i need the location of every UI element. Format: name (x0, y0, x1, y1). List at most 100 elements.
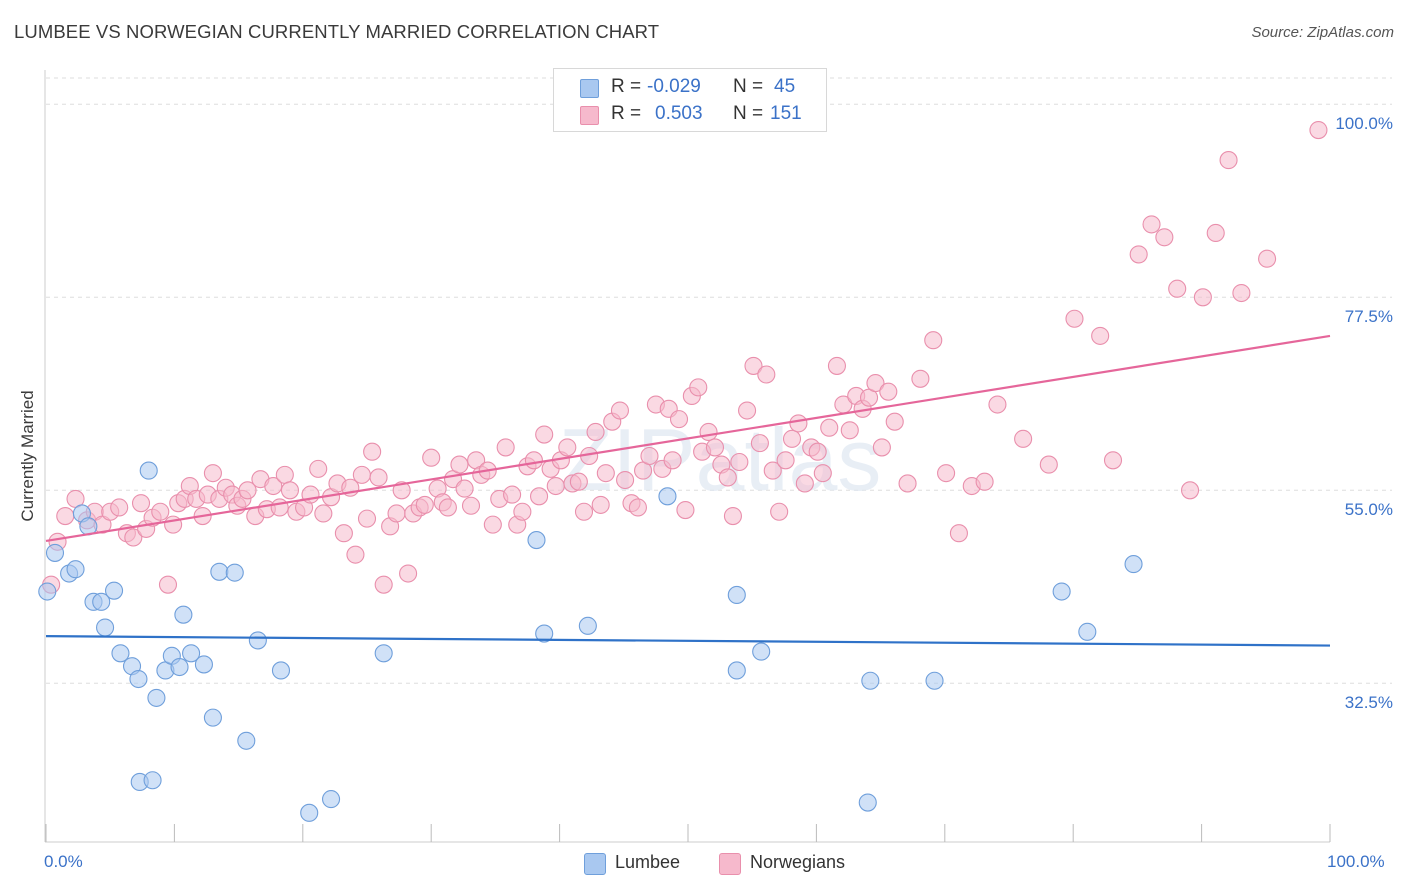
norwegian-point (1065, 309, 1084, 328)
norwegian-point (663, 451, 682, 470)
norwegian-point (723, 506, 742, 526)
lumbee-point (321, 790, 341, 809)
lumbee-point (203, 708, 222, 727)
norwegian-point (535, 425, 554, 444)
norwegian-point (924, 331, 943, 350)
norwegian-point (1258, 249, 1277, 268)
norwegian-point (813, 464, 832, 483)
norwegian-point (415, 495, 434, 514)
norwegian-point (776, 451, 795, 470)
y-tick-label: 77.5% (1344, 307, 1393, 327)
norwegian-point (280, 481, 300, 500)
lumbee-trend-line (45, 635, 1331, 647)
norwegian-points (42, 120, 1328, 594)
norwegian-point (616, 470, 635, 490)
stats-row-norwegians: R = 0.503 N = 151 (554, 102, 826, 128)
n-label: N = (733, 76, 764, 97)
y-tick-label: 55.0% (1344, 500, 1393, 520)
norwegian-point (699, 422, 718, 442)
norwegian-point (455, 479, 474, 498)
norwegian-point (840, 421, 859, 440)
norwegian-point (334, 524, 353, 543)
norwegian-point (558, 438, 577, 457)
norwegian-point (898, 474, 917, 493)
stats-row-lumbee: R = -0.029 N = 45 (554, 75, 826, 101)
norwegian-point (158, 575, 178, 594)
lumbee-point (1124, 555, 1143, 574)
legend-label: Lumbee (615, 852, 681, 872)
x-tick-label-min: 0.0% (44, 852, 83, 871)
lumbee-point (38, 582, 57, 601)
norwegian-point (124, 528, 143, 547)
lumbee-point (300, 803, 319, 822)
lumbee-point (271, 661, 291, 680)
lumbee-point (45, 543, 65, 562)
norwegian-point (770, 502, 789, 521)
x-tick-label-max: 100.0% (1327, 852, 1385, 871)
norwegian-point (450, 455, 469, 474)
norwegian-point (795, 474, 814, 493)
lumbee-point (170, 657, 189, 677)
y-tick-label: 100.0% (1335, 114, 1393, 134)
r-value: -0.029 (647, 76, 701, 97)
norwegian-point (574, 502, 594, 521)
lumbee-point (210, 562, 229, 581)
norwegian-point (1309, 120, 1328, 140)
norwegian-point (264, 476, 283, 496)
norwegian-point (1219, 151, 1238, 170)
norwegian-point (730, 452, 749, 472)
lumbee-point (248, 631, 267, 650)
norwegian-point (750, 434, 769, 453)
lumbee-point (535, 624, 554, 643)
norwegian-point (513, 502, 532, 521)
norwegian-point (422, 448, 441, 467)
norwegian-swatch-icon (580, 106, 599, 125)
lumbee-point (374, 644, 393, 663)
source-credit: Source: ZipAtlas.com (1251, 24, 1394, 41)
norwegian-point (757, 365, 776, 384)
norwegian-point (238, 481, 257, 500)
norwegian-point (363, 442, 382, 461)
norwegian-point (309, 459, 328, 478)
lumbee-point (105, 581, 124, 600)
norwegian-point (820, 418, 839, 437)
norwegian-point (1193, 288, 1212, 307)
lumbee-legend-icon (584, 853, 606, 875)
norwegian-legend-icon (719, 853, 741, 875)
lumbee-point (225, 563, 244, 582)
n-value: 45 (774, 76, 796, 97)
norwegian-point (975, 472, 994, 491)
norwegian-point (546, 476, 565, 496)
lumbee-point (147, 688, 166, 707)
legend-label: Norwegians (750, 852, 846, 872)
norwegian-point (352, 465, 371, 484)
norwegian-point (346, 545, 365, 564)
lumbee-point (96, 618, 115, 637)
r-value: 0.503 (655, 103, 703, 124)
norwegian-point (718, 468, 737, 487)
norwegian-point (503, 485, 522, 504)
norwegian-point (596, 464, 615, 483)
norwegian-point (705, 438, 725, 457)
norwegian-point (885, 412, 904, 431)
norwegian-point (782, 429, 802, 448)
norwegian-point (879, 382, 898, 401)
norwegian-point (1142, 215, 1161, 234)
norwegian-point (949, 524, 968, 543)
norwegian-point (1039, 455, 1058, 474)
norwegian-point (937, 464, 956, 483)
norwegian-trend-line (45, 334, 1331, 543)
norwegian-point (496, 438, 515, 457)
norwegian-point (374, 575, 393, 594)
norwegian-point (866, 374, 885, 393)
norwegian-point (610, 401, 629, 420)
lumbee-point (92, 592, 111, 611)
axes (44, 70, 1331, 843)
norwegian-point (369, 468, 388, 487)
n-value: 151 (770, 103, 802, 124)
norwegian-point (586, 422, 605, 442)
lumbee-point (1078, 622, 1097, 641)
chart-title: LUMBEE VS NORWEGIAN CURRENTLY MARRIED CO… (14, 21, 660, 42)
lumbee-point (174, 605, 193, 624)
norwegian-point (131, 494, 151, 513)
